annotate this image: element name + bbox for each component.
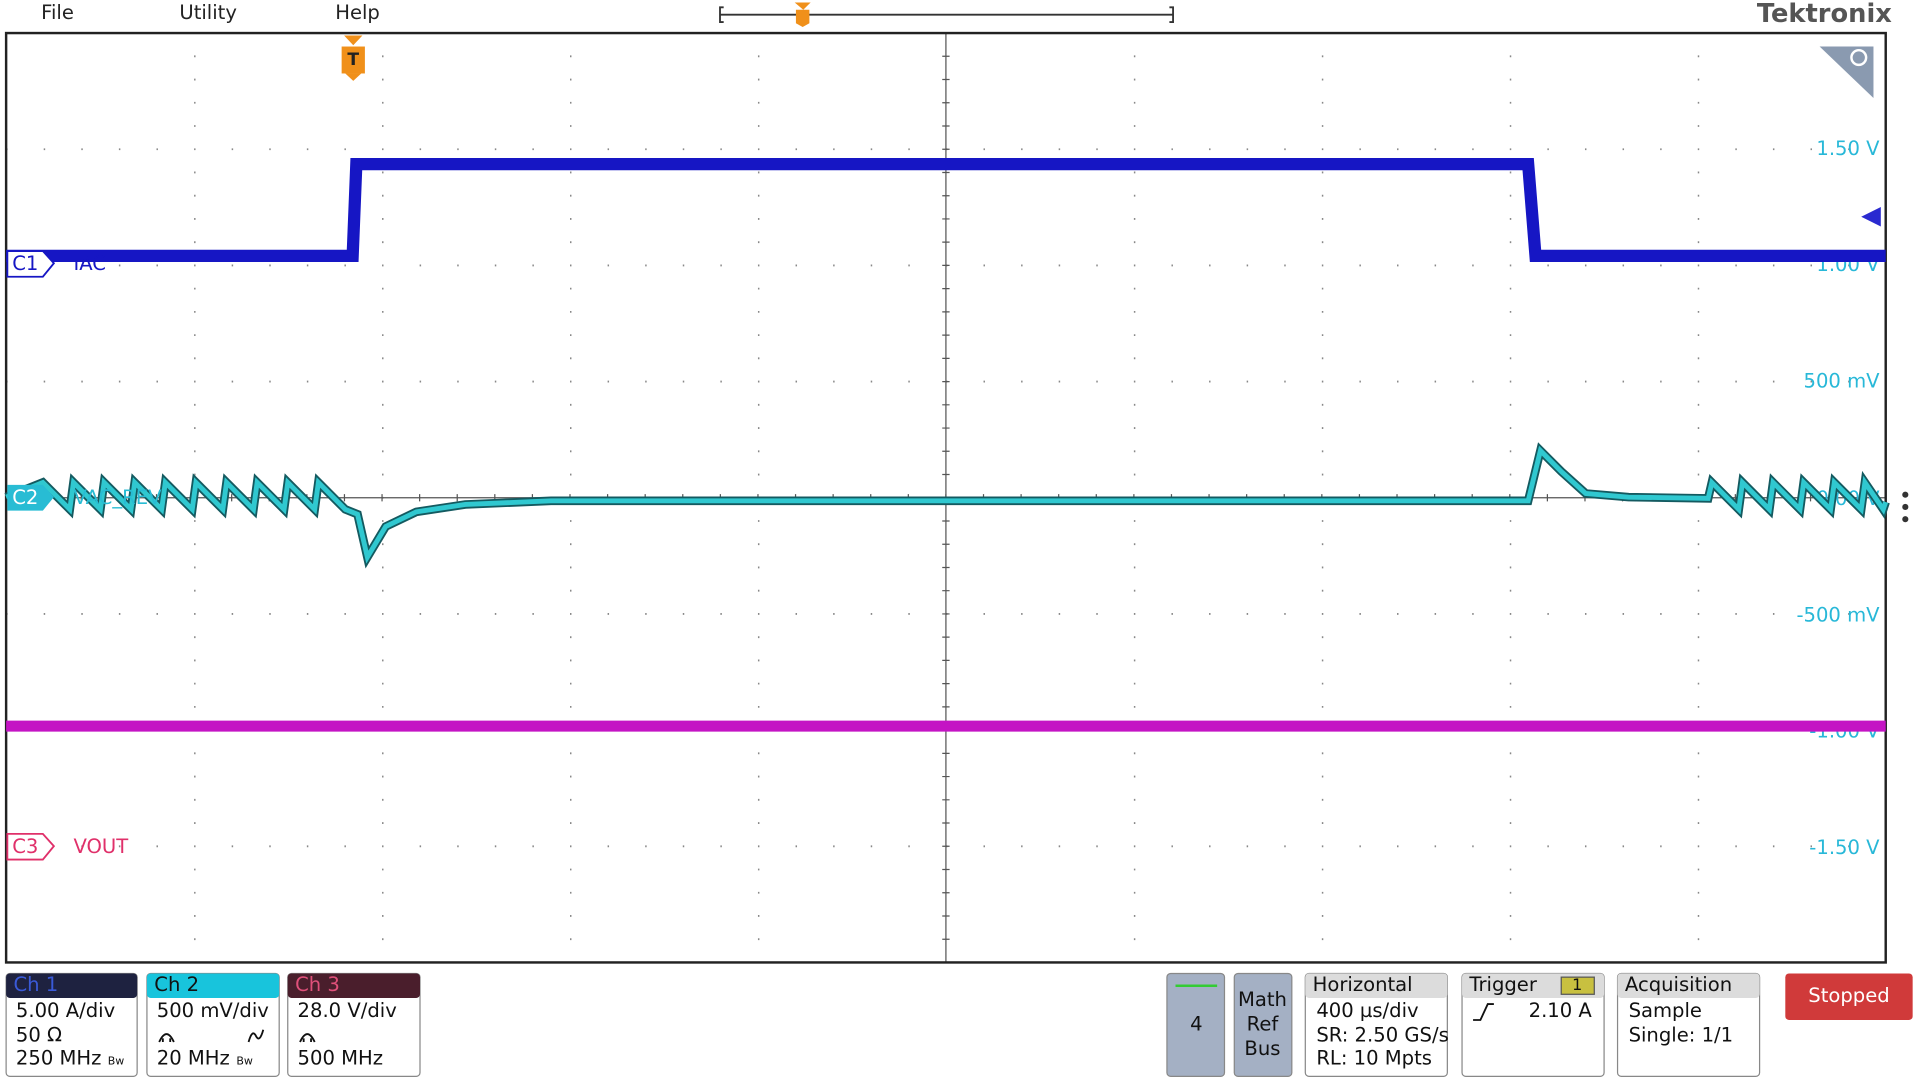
- ch1-marker-label: C1: [12, 252, 38, 275]
- coupling-icon: [299, 1033, 316, 1043]
- badge-title: Acquisition: [1625, 973, 1732, 996]
- bw-icon: Bw: [108, 1055, 125, 1068]
- badge-line: 250 MHz: [16, 1047, 101, 1070]
- math-ref-bus-button[interactable]: Math Ref Bus: [1233, 972, 1293, 1077]
- scale-label: -1.50 V: [1809, 836, 1880, 859]
- ch2-marker[interactable]: [7, 484, 54, 511]
- ch2-name: VAC_REV: [73, 486, 162, 509]
- button-label: 4: [1190, 1012, 1202, 1035]
- brand-logo: Tektronix: [1757, 0, 1892, 29]
- ch1-offset-arrow: [1861, 206, 1881, 227]
- dot: [1902, 491, 1909, 498]
- trigger-badge[interactable]: Trigger 1 2.10 A: [1461, 972, 1605, 1077]
- badge-header: [287, 973, 420, 998]
- record-view-bar[interactable]: [719, 6, 1174, 23]
- scale-label: 1.50 V: [1816, 137, 1880, 160]
- badge-line: 50 Ω: [16, 1023, 62, 1046]
- badge-header: [146, 973, 280, 998]
- button-label: Ref: [1247, 1012, 1280, 1035]
- menu-item[interactable]: File: [41, 1, 74, 24]
- dot: [1902, 516, 1909, 523]
- badge-line: 400 µs/div: [1316, 999, 1418, 1022]
- acquisition-badge[interactable]: Acquisition Sample Single: 1/1: [1616, 972, 1761, 1077]
- ch2-badge[interactable]: Ch 2 500 mV/div 20 MHz Bw: [146, 972, 280, 1077]
- badge-title: Trigger: [1468, 973, 1537, 996]
- bw-icon: Bw: [236, 1055, 253, 1068]
- trace-ch2: [5, 445, 1889, 564]
- button-frame: [1785, 973, 1913, 1020]
- trigger-marker-box[interactable]: [341, 46, 365, 74]
- trigger-source: 1: [1572, 975, 1582, 994]
- trigger-marker-tip: [345, 73, 362, 81]
- run-stop-button[interactable]: Stopped: [1785, 973, 1913, 1020]
- dot: [1902, 503, 1909, 510]
- ch3-badge[interactable]: Ch 3 28.0 V/div 500 MHz: [287, 972, 421, 1077]
- badge-line: 28.0 V/div: [298, 999, 397, 1022]
- trigger-level: 2.10 A: [1529, 999, 1593, 1022]
- button-frame: [1166, 972, 1226, 1077]
- ch1-badge[interactable]: Ch 1 5.00 A/div 50 Ω 250 MHz Bw: [5, 972, 138, 1077]
- badge-title: Ch 2: [154, 973, 199, 996]
- ch3-marker[interactable]: [6, 832, 56, 861]
- zoom-icon-lens: [1850, 48, 1868, 67]
- menu-item[interactable]: Help: [335, 1, 380, 24]
- badge-line: 500 MHz: [298, 1047, 383, 1070]
- record-trigger-marker: [794, 2, 811, 27]
- badge-line: SR: 2.50 GS/s: [1316, 1023, 1448, 1046]
- badge-title: Ch 1: [13, 973, 58, 996]
- coupling-icons: [158, 1029, 265, 1043]
- trace-ch1: [6, 157, 1886, 263]
- badge-title: Ch 3: [295, 973, 340, 996]
- horizontal-badge[interactable]: Horizontal 400 µs/div SR: 2.50 GS/s RL: …: [1304, 972, 1449, 1077]
- ch1-marker[interactable]: [6, 250, 56, 278]
- badge-line: 5.00 A/div: [16, 999, 115, 1022]
- badge-header: [1617, 973, 1760, 998]
- scale-label: -500 mV: [1796, 603, 1880, 626]
- badge-line: Sample: [1629, 999, 1702, 1022]
- ch3-name: VOUT: [73, 835, 129, 858]
- trigger-marker-label: T: [347, 50, 359, 70]
- button-label: Stopped: [1808, 984, 1889, 1007]
- badge-line: 500 mV/div: [157, 999, 269, 1022]
- badge-header: [1305, 973, 1448, 998]
- badge-title: Horizontal: [1313, 973, 1413, 996]
- button-label: Bus: [1244, 1037, 1280, 1060]
- trigger-source-box: [1560, 976, 1595, 995]
- badge-header: [6, 973, 138, 998]
- badge-line: 20 MHz: [157, 1047, 230, 1070]
- ch3-marker-label: C3: [12, 835, 38, 858]
- scale-label: 500 mV: [1804, 370, 1881, 393]
- badge-line: RL: 10 Mpts: [1316, 1047, 1432, 1070]
- ch1-name: IAC: [73, 252, 106, 275]
- more-menu[interactable]: [1902, 491, 1909, 523]
- trigger-arrow: [344, 35, 363, 46]
- menu-item[interactable]: Utility: [179, 1, 237, 24]
- button-frame: [1233, 972, 1293, 1077]
- button-label: Math: [1238, 988, 1287, 1011]
- add-waveform-button[interactable]: 4: [1166, 972, 1226, 1077]
- graticule-border: [4, 31, 1887, 964]
- badge-line: Single: 1/1: [1629, 1023, 1734, 1046]
- slope-icon: [1473, 1003, 1494, 1021]
- ch2-marker-label: C2: [12, 486, 38, 509]
